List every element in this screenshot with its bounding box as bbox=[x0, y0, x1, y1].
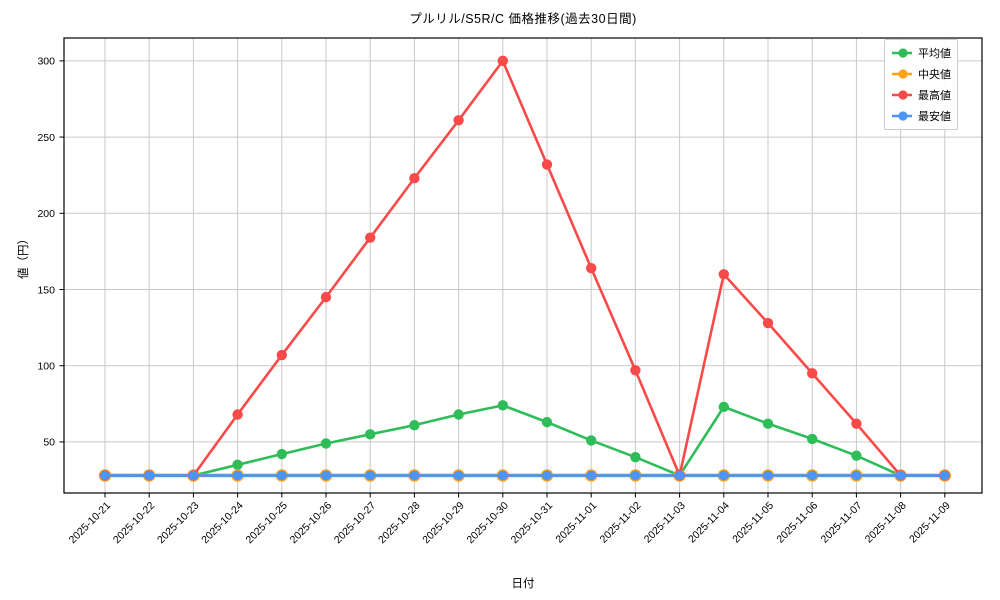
x-tick-label: 2025-11-09 bbox=[907, 500, 953, 546]
chart-title: プルリル/S5R/C 価格推移(過去30日間) bbox=[409, 12, 637, 26]
series-marker-3 bbox=[232, 470, 243, 481]
series-marker-0 bbox=[762, 418, 774, 429]
x-tick-label: 2025-10-25 bbox=[243, 500, 290, 547]
x-tick-label: 2025-10-22 bbox=[111, 500, 158, 547]
series-marker-3 bbox=[586, 470, 597, 481]
x-axis-label: 日付 bbox=[511, 578, 535, 590]
x-tick-label: 2025-10-26 bbox=[288, 500, 335, 547]
series-marker-3 bbox=[763, 470, 773, 481]
series-line-0 bbox=[103, 404, 947, 477]
series-marker-0 bbox=[586, 435, 597, 446]
legend-item-3: 最安値 bbox=[891, 108, 951, 124]
legend-item-0: 平均値 bbox=[891, 45, 951, 61]
series-marker-3 bbox=[939, 470, 950, 481]
series-line-2 bbox=[103, 59, 947, 477]
legend-marker-icon bbox=[892, 111, 912, 121]
legend-label: 中央値 bbox=[918, 69, 951, 81]
series-marker-3 bbox=[188, 470, 199, 481]
series-marker-3 bbox=[807, 470, 818, 481]
series-marker-3 bbox=[630, 470, 641, 481]
x-tick-label: 2025-11-04 bbox=[686, 500, 732, 546]
series-marker-0 bbox=[320, 438, 332, 449]
x-tick-label: 2025-10-30 bbox=[464, 500, 511, 547]
series-marker-2 bbox=[232, 409, 243, 420]
series-marker-2 bbox=[320, 291, 332, 303]
legend-label: 最高値 bbox=[918, 90, 951, 102]
series-marker-2 bbox=[807, 368, 818, 379]
series-marker-0 bbox=[276, 448, 287, 460]
series-marker-2 bbox=[718, 269, 729, 280]
series-marker-3 bbox=[542, 470, 552, 481]
x-tick-label: 2025-10-29 bbox=[420, 500, 467, 547]
legend-item-1: 中央値 bbox=[891, 66, 951, 82]
series-marker-3 bbox=[497, 470, 508, 481]
series-marker-3 bbox=[100, 470, 110, 481]
series-marker-2 bbox=[365, 232, 376, 243]
series-marker-2 bbox=[497, 55, 508, 67]
series-marker-2 bbox=[586, 262, 597, 274]
series-marker-0 bbox=[851, 450, 862, 461]
series-marker-3 bbox=[718, 470, 729, 481]
x-tick-label: 2025-10-31 bbox=[509, 500, 556, 547]
x-tick-label: 2025-10-27 bbox=[332, 500, 379, 547]
series-marker-0 bbox=[232, 459, 243, 471]
x-tick-label: 2025-11-03 bbox=[642, 500, 688, 546]
y-tick-label: 300 bbox=[37, 56, 55, 68]
series-marker-0 bbox=[365, 429, 376, 440]
x-tick-label: 2025-11-08 bbox=[863, 500, 909, 546]
legend-item-2: 最高値 bbox=[891, 87, 951, 103]
x-tick-label: 2025-11-05 bbox=[730, 500, 776, 546]
x-tick-label: 2025-10-24 bbox=[199, 500, 246, 547]
legend-marker-icon bbox=[892, 90, 912, 100]
series-marker-0 bbox=[807, 433, 818, 445]
x-tick-label: 2025-11-01 bbox=[553, 500, 599, 546]
series-marker-2 bbox=[276, 349, 287, 361]
y-tick-label: 50 bbox=[43, 437, 55, 449]
series-marker-0 bbox=[409, 419, 420, 431]
series-marker-2 bbox=[630, 365, 641, 376]
y-tick-label: 250 bbox=[37, 132, 55, 144]
y-axis-label: 値（円） bbox=[18, 233, 30, 279]
series-marker-2 bbox=[851, 418, 862, 429]
y-tick-label: 200 bbox=[37, 208, 55, 220]
y-tick-label: 150 bbox=[37, 284, 55, 296]
series-marker-0 bbox=[497, 400, 508, 411]
legend-label: 平均値 bbox=[918, 48, 951, 60]
series-marker-0 bbox=[718, 401, 729, 413]
x-tick-label: 2025-10-23 bbox=[155, 500, 202, 547]
x-tick-label: 2025-10-21 bbox=[67, 500, 114, 547]
series-marker-3 bbox=[851, 470, 862, 481]
series-marker-3 bbox=[895, 470, 906, 481]
legend-label: 最安値 bbox=[918, 111, 951, 123]
series-marker-3 bbox=[276, 470, 287, 481]
series-marker-2 bbox=[409, 173, 420, 184]
series-marker-3 bbox=[453, 470, 464, 481]
legend-marker-icon bbox=[892, 69, 912, 79]
series-marker-2 bbox=[762, 317, 774, 329]
legend: 平均値中央値最高値最安値 bbox=[884, 39, 958, 130]
series-marker-0 bbox=[453, 409, 464, 420]
x-tick-label: 2025-11-06 bbox=[774, 500, 820, 546]
x-tick-label: 2025-11-02 bbox=[598, 500, 644, 546]
series-marker-3 bbox=[144, 470, 155, 481]
series-marker-0 bbox=[541, 416, 553, 428]
series-marker-3 bbox=[674, 470, 685, 481]
axes-frame bbox=[63, 37, 983, 494]
series-marker-2 bbox=[453, 115, 464, 126]
series-marker-2 bbox=[541, 159, 553, 170]
y-tick-label: 100 bbox=[37, 361, 55, 373]
series-marker-3 bbox=[365, 470, 376, 481]
series-marker-3 bbox=[321, 470, 331, 481]
series-marker-0 bbox=[630, 451, 641, 463]
series-marker-3 bbox=[409, 470, 420, 481]
legend-marker-icon bbox=[892, 48, 912, 58]
x-tick-label: 2025-10-28 bbox=[376, 500, 423, 547]
x-tick-label: 2025-11-07 bbox=[819, 500, 865, 546]
